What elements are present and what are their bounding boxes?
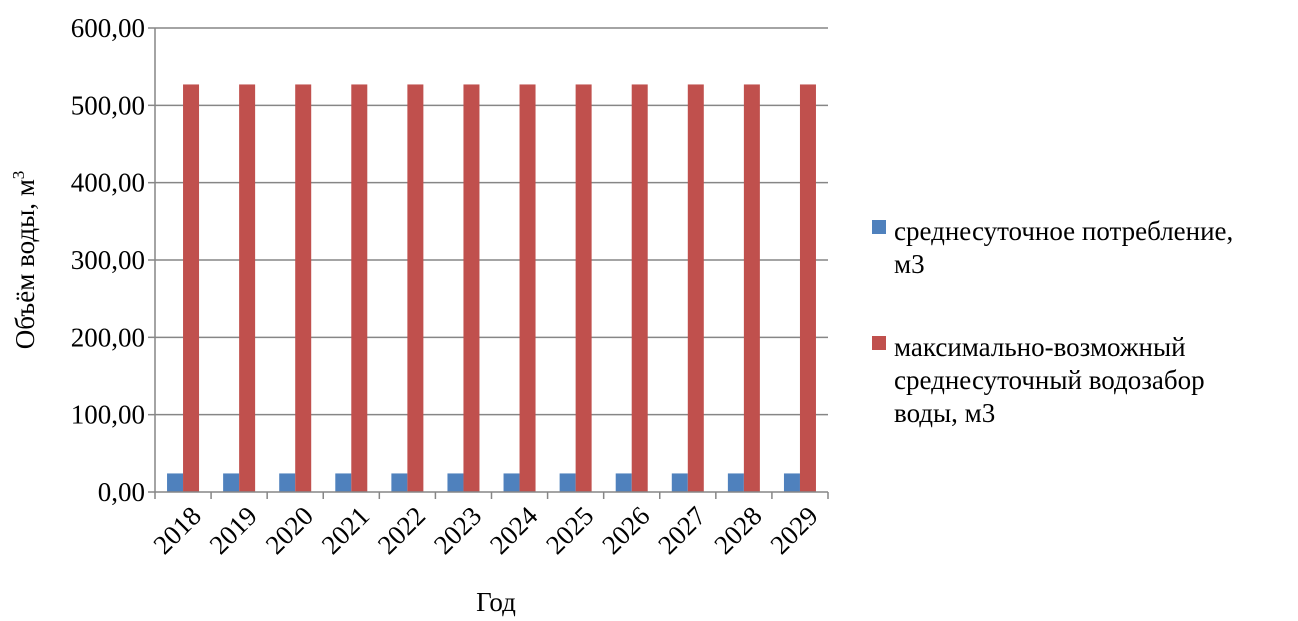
bar-series-1-2020 [279, 473, 296, 492]
gridlines [148, 27, 828, 493]
bar-series-2-2028 [743, 84, 760, 492]
bar-series-1-2023 [447, 473, 464, 492]
x-tick-label: 2022 [372, 501, 431, 560]
bar-series-2-2027 [687, 84, 704, 492]
x-tick-label: 2021 [316, 501, 375, 560]
x-tick-labels: 2018201920202021202220232024202520262027… [147, 500, 823, 560]
bar-series-1-2027 [671, 473, 688, 492]
bar-series-2-2021 [351, 84, 368, 492]
y-tick-label: 200,00 [71, 322, 145, 352]
x-tick-label: 2026 [596, 501, 655, 560]
y-tick-label: 300,00 [71, 245, 145, 275]
x-tick-label: 2027 [652, 501, 711, 560]
bar-series-2-2022 [407, 84, 424, 492]
bar-series-1-2022 [391, 473, 408, 492]
legend-label-1: среднесуточное потребление, [894, 216, 1233, 246]
y-tick-label: 400,00 [71, 168, 145, 198]
bar-series-2-2019 [239, 84, 256, 492]
bar-series-1-2025 [559, 473, 576, 492]
bar-series-2-2025 [575, 84, 592, 492]
bar-series-1-2028 [727, 473, 744, 492]
y-tick-label: 500,00 [71, 90, 145, 120]
y-axis-title-superscript: 3 [9, 171, 28, 180]
axes [154, 28, 828, 493]
y-tick-label: 600,00 [71, 13, 145, 43]
y-axis-title-main: Объём воды, м [10, 179, 40, 349]
x-tick-label: 2024 [484, 500, 544, 560]
bar-series-1-2026 [615, 473, 632, 492]
x-tick-label: 2028 [708, 501, 767, 560]
bar-series-2-2023 [463, 84, 480, 492]
bar-series-2-2026 [631, 84, 648, 492]
x-tick-label: 2023 [428, 501, 487, 560]
legend: среднесуточное потребление,м3 максимально… [872, 216, 1233, 428]
bar-series-1-2021 [335, 473, 352, 492]
bars [154, 84, 829, 499]
legend-label-2: среднесуточный водозабор [894, 365, 1205, 395]
x-tick-label: 2019 [204, 501, 263, 560]
legend-label-2: воды, м3 [894, 398, 995, 428]
legend-label-1: м3 [894, 249, 925, 279]
legend-label-2: максимально-возможный [894, 332, 1186, 362]
bar-series-1-2029 [783, 473, 800, 492]
bar-series-1-2024 [503, 473, 520, 492]
y-tick-label: 100,00 [71, 400, 145, 430]
y-tick-labels: 0,00 100,00 200,00 300,00 400,00 500,00 600,00 [71, 13, 145, 507]
legend-swatch-1 [872, 220, 886, 234]
x-tick-label: 2020 [260, 501, 319, 560]
y-tick-label: 0,00 [98, 477, 145, 507]
bar-series-1-2018 [167, 473, 184, 492]
x-axis-title: Год [476, 587, 516, 617]
x-tick-label: 2025 [540, 501, 599, 560]
bar-series-2-2018 [183, 84, 200, 492]
x-tick-label: 2029 [764, 501, 823, 560]
bar-series-1-2019 [223, 473, 240, 492]
bar-series-2-2024 [519, 84, 536, 492]
y-axis-title: Объём воды, м3 [9, 171, 40, 350]
bar-series-2-2020 [295, 84, 312, 492]
x-tick-label: 2018 [147, 501, 206, 560]
bar-series-2-2029 [799, 84, 816, 492]
legend-swatch-2 [872, 336, 886, 350]
